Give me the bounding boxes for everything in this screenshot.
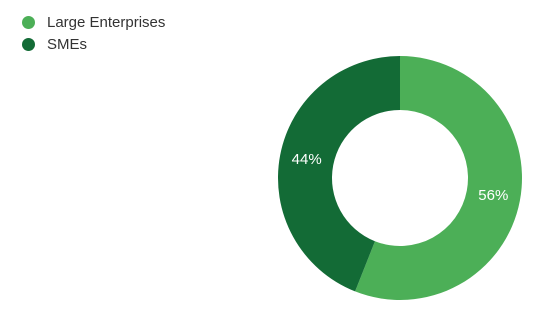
- donut-slices: [278, 56, 522, 300]
- slice-label-smes: 44%: [292, 151, 322, 168]
- slice-label-large-enterprises: 56%: [478, 187, 508, 204]
